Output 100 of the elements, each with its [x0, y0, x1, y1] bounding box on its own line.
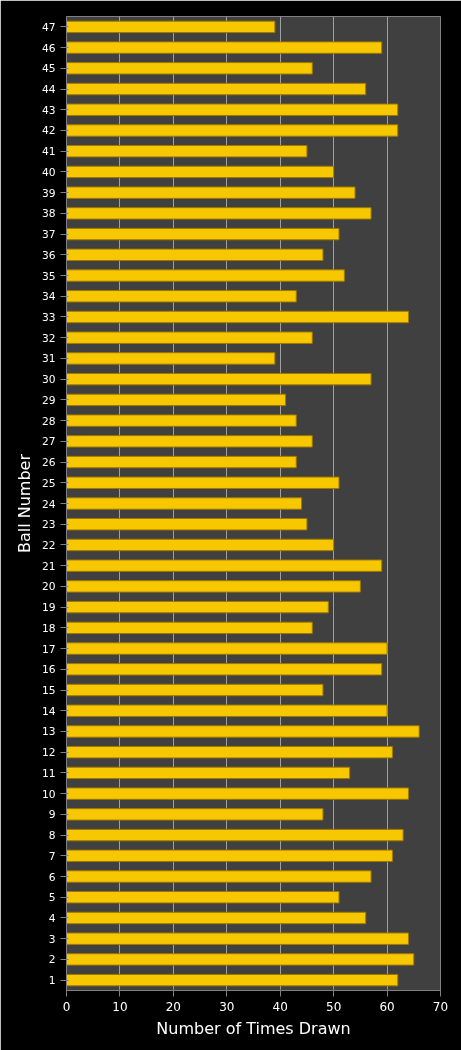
- bar: [66, 787, 409, 800]
- bar: [66, 331, 313, 344]
- bar: [66, 393, 287, 407]
- bar: [66, 124, 399, 137]
- x-tick-label: 40: [272, 999, 288, 1014]
- bar: [66, 455, 297, 469]
- bar: [66, 559, 383, 572]
- bar: [66, 870, 372, 883]
- bar: [66, 310, 409, 324]
- bar: [66, 973, 399, 987]
- bar: [66, 621, 313, 635]
- y-tick-label: 32: [41, 331, 56, 345]
- bar: [66, 497, 303, 510]
- bar: [66, 725, 420, 738]
- bar: [66, 828, 404, 842]
- y-tick-label: 15: [41, 684, 56, 698]
- y-tick-label: 22: [41, 538, 56, 552]
- bar: [66, 600, 329, 614]
- bar: [66, 580, 361, 593]
- bar: [66, 103, 399, 116]
- x-tick-label: 30: [219, 999, 235, 1014]
- y-tick-label: 8: [48, 829, 56, 843]
- y-tick-label: 6: [48, 870, 56, 884]
- y-tick-label: 23: [41, 518, 56, 532]
- bar: [66, 414, 297, 427]
- y-tick-label: 34: [41, 290, 56, 304]
- y-tick-label: 3: [48, 932, 56, 946]
- x-tick-label: 10: [112, 999, 128, 1014]
- y-tick-label: 30: [41, 373, 56, 387]
- bar: [66, 704, 388, 717]
- x-tick-label: 20: [165, 999, 181, 1014]
- y-tick-label: 28: [41, 414, 56, 428]
- bar: [66, 207, 372, 220]
- y-tick-label: 43: [41, 103, 56, 117]
- y-tick-label: 33: [41, 310, 56, 324]
- y-tick-label: 36: [41, 248, 56, 262]
- y-tick-label: 21: [41, 559, 56, 573]
- bar: [66, 290, 297, 303]
- bar: [66, 891, 340, 904]
- y-tick-label: 38: [41, 207, 56, 221]
- y-tick-label: 26: [41, 456, 56, 470]
- x-tick-label: 60: [379, 999, 395, 1014]
- y-tick-label: 24: [41, 497, 56, 511]
- y-tick-label: 46: [41, 41, 56, 55]
- bar: [66, 269, 345, 282]
- y-tick-label: 16: [41, 663, 56, 677]
- bar: [66, 683, 324, 697]
- bar: [66, 476, 340, 489]
- y-tick-label: 12: [41, 746, 56, 760]
- y-tick-label: 35: [41, 269, 56, 283]
- bar: [66, 145, 308, 158]
- y-tick-label: 20: [41, 580, 56, 594]
- bar: [66, 663, 383, 676]
- bar: [66, 62, 313, 75]
- y-tick-label: 14: [41, 704, 56, 718]
- x-tick-label: 0: [62, 999, 71, 1014]
- y-tick-label: 37: [41, 228, 56, 242]
- bar: [66, 227, 340, 241]
- y-tick-label: 9: [48, 808, 56, 822]
- y-tick-label: 5: [48, 891, 56, 905]
- y-tick-label: 17: [41, 642, 56, 656]
- bar: [66, 518, 308, 531]
- y-tick-label: 2: [48, 953, 56, 967]
- bar: [66, 932, 409, 945]
- bar: [66, 766, 351, 780]
- y-tick-label: 39: [41, 186, 56, 200]
- y-tick-label: 4: [48, 911, 56, 925]
- y-tick-label: 7: [48, 849, 56, 863]
- bar: [66, 953, 415, 966]
- y-tick-label: 31: [41, 352, 56, 366]
- y-axis-title: Ball Number: [14, 453, 34, 554]
- y-tick-label: 41: [41, 145, 56, 159]
- bar: [66, 82, 367, 96]
- bar: [66, 248, 324, 262]
- y-tick-label: 13: [41, 725, 56, 739]
- y-tick-label: 18: [41, 621, 56, 635]
- y-tick-label: 40: [41, 165, 56, 179]
- y-tick-label: 10: [41, 787, 56, 801]
- bar: [66, 372, 372, 386]
- y-tick-label: 45: [41, 62, 56, 76]
- bar: [66, 186, 356, 199]
- bar: [66, 165, 335, 179]
- bar: [66, 435, 313, 448]
- bar: [66, 745, 393, 759]
- bar: [66, 538, 335, 552]
- y-tick-label: 1: [48, 974, 56, 988]
- bar: [66, 41, 383, 54]
- x-tick-label: 50: [326, 999, 342, 1014]
- bar: [66, 849, 393, 862]
- y-tick-label: 42: [41, 124, 56, 138]
- y-tick-label: 29: [41, 393, 56, 407]
- x-axis-title: Number of Times Drawn: [156, 1018, 351, 1038]
- y-tick-label: 19: [41, 601, 56, 615]
- bar: [66, 808, 324, 821]
- x-tick-label: 70: [432, 999, 449, 1014]
- bar: [66, 911, 367, 925]
- y-tick-label: 25: [41, 476, 56, 490]
- bar: [66, 642, 388, 655]
- bar: [66, 352, 276, 365]
- y-tick-label: 27: [41, 435, 56, 449]
